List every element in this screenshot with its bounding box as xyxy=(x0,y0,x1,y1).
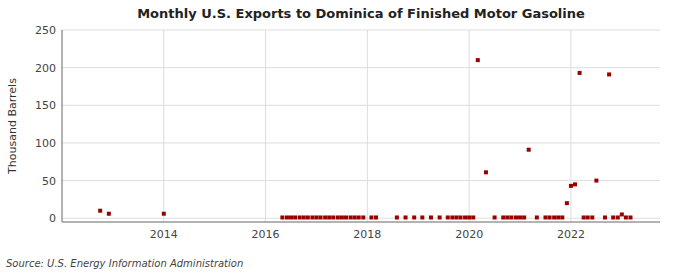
y-tick-label: 0 xyxy=(49,212,56,225)
x-grid-line xyxy=(163,30,164,222)
point xyxy=(344,215,348,219)
point xyxy=(374,215,378,219)
point xyxy=(107,212,111,216)
point xyxy=(98,209,102,213)
point xyxy=(310,215,314,219)
point xyxy=(369,215,373,219)
point xyxy=(611,215,615,219)
point xyxy=(560,215,564,219)
x-axis-line xyxy=(62,222,660,223)
point xyxy=(607,72,611,76)
source-note: Source: U.S. Energy Information Administ… xyxy=(6,258,243,269)
point xyxy=(293,215,297,219)
point xyxy=(446,215,450,219)
point xyxy=(471,215,475,219)
point xyxy=(509,215,513,219)
point xyxy=(527,148,531,152)
point xyxy=(582,215,586,219)
y-tick-label: 100 xyxy=(35,137,56,150)
point xyxy=(552,215,556,219)
title: Monthly U.S. Exports to Dominica of Fini… xyxy=(137,6,585,21)
point xyxy=(548,215,552,219)
y-grid-line xyxy=(62,105,660,106)
point xyxy=(323,215,327,219)
point xyxy=(450,215,454,219)
point xyxy=(620,212,624,216)
x-grid-line xyxy=(367,30,368,222)
point xyxy=(616,215,620,219)
x-tick-label: 2018 xyxy=(353,228,381,241)
y-grid-line xyxy=(62,142,660,143)
point xyxy=(429,215,433,219)
point xyxy=(349,215,353,219)
y-grid-line xyxy=(62,218,660,219)
point xyxy=(319,215,323,219)
point xyxy=(535,215,539,219)
y-tick-label: 50 xyxy=(42,175,56,188)
y-tick-label: 200 xyxy=(35,62,56,75)
point xyxy=(569,184,573,188)
x-tick-label: 2014 xyxy=(150,228,178,241)
point xyxy=(454,215,458,219)
chart: 0 50 100 150 200 250 2014 2016 2018 2020 2022 Month… xyxy=(0,0,675,275)
point xyxy=(565,201,569,205)
point xyxy=(493,215,497,219)
point xyxy=(285,215,289,219)
point xyxy=(556,215,560,219)
point xyxy=(586,215,590,219)
point xyxy=(467,215,471,219)
x-grid-line xyxy=(265,30,266,222)
point xyxy=(476,58,480,62)
point xyxy=(594,179,598,183)
point xyxy=(306,215,310,219)
point xyxy=(331,215,335,219)
point xyxy=(573,182,577,186)
y-grid-line xyxy=(62,30,660,31)
point xyxy=(463,215,467,219)
point xyxy=(458,215,462,219)
point xyxy=(438,215,442,219)
point xyxy=(314,215,318,219)
x-tick-label: 2022 xyxy=(557,228,585,241)
x-grid-line xyxy=(570,30,571,222)
x-grid-line xyxy=(469,30,470,222)
point xyxy=(501,215,505,219)
grid xyxy=(62,30,660,222)
point xyxy=(361,215,365,219)
point xyxy=(298,215,302,219)
point xyxy=(412,215,416,219)
y-grid-line xyxy=(62,180,660,181)
point xyxy=(624,215,628,219)
point xyxy=(505,215,509,219)
points xyxy=(98,58,632,219)
point xyxy=(353,215,357,219)
point xyxy=(280,215,284,219)
point xyxy=(603,215,607,219)
point xyxy=(420,215,424,219)
y-tick-label: 250 xyxy=(35,24,56,37)
point xyxy=(327,215,331,219)
y-tick-label: 150 xyxy=(35,99,56,112)
point xyxy=(302,215,306,219)
point xyxy=(395,215,399,219)
point xyxy=(543,215,547,219)
point xyxy=(336,215,340,219)
point xyxy=(518,215,522,219)
point xyxy=(514,215,518,219)
point xyxy=(522,215,526,219)
point xyxy=(357,215,361,219)
point xyxy=(404,215,408,219)
point xyxy=(628,215,632,219)
x-tick-label: 2016 xyxy=(252,228,280,241)
point xyxy=(590,215,594,219)
point xyxy=(578,71,582,75)
y-axis-line xyxy=(62,30,63,222)
point xyxy=(340,215,344,219)
point xyxy=(289,215,293,219)
x-tick-label: 2020 xyxy=(455,228,483,241)
y-grid-line xyxy=(62,67,660,68)
point xyxy=(162,212,166,216)
point xyxy=(484,170,488,174)
y-axis-label: Thousand Barrels xyxy=(6,78,19,175)
